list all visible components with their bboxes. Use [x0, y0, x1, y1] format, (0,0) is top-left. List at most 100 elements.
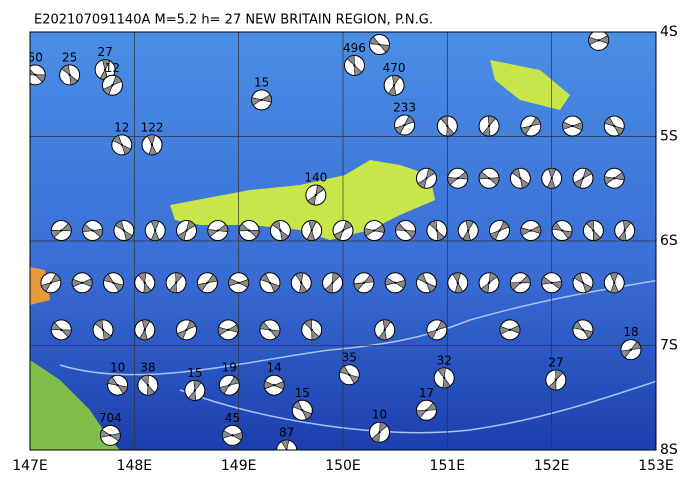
focal-mechanism	[176, 319, 197, 341]
beachball-quadrant	[510, 275, 531, 291]
focal-mechanism	[134, 272, 156, 294]
beachball-quadrant	[107, 376, 128, 394]
focal-mechanism	[369, 421, 391, 443]
focal-mechanism	[102, 272, 124, 294]
focal-mechanism	[433, 367, 455, 389]
focal-mechanism	[588, 32, 610, 51]
focal-mechanism	[415, 167, 437, 189]
beachball-center	[613, 281, 616, 284]
beachball-center	[348, 373, 351, 376]
event-label: 10	[372, 408, 387, 422]
focal-mechanism	[332, 220, 354, 242]
beachball-quadrant	[346, 55, 363, 76]
x-tick-label: 149E	[221, 458, 257, 474]
beachball-center	[373, 229, 376, 232]
beachball-quadrant	[137, 272, 152, 294]
focal-mechanism	[251, 89, 273, 111]
beachball-quadrant	[146, 134, 158, 156]
focal-mechanism	[144, 220, 166, 242]
beachball-quadrant	[395, 222, 416, 239]
focal-mechanism	[520, 220, 542, 242]
beachball-center	[443, 376, 446, 380]
focal-mechanism	[582, 220, 604, 242]
focal-mechanism	[101, 74, 123, 96]
beachball-center	[392, 84, 396, 87]
focal-mechanism	[50, 220, 72, 242]
focal-mechanism	[614, 220, 636, 242]
beachball-center	[109, 434, 112, 437]
event-label: 17	[419, 386, 434, 400]
beachball-center	[550, 281, 553, 284]
focal-mechanism	[603, 115, 625, 137]
focal-mechanism	[196, 272, 218, 294]
event-label: 38	[140, 361, 155, 375]
beachball-quadrant	[371, 421, 388, 443]
beachball-center	[487, 281, 491, 284]
beachball-quadrant	[417, 168, 436, 189]
event-label: 18	[623, 325, 638, 339]
focal-mechanism	[134, 319, 156, 341]
focal-mechanism	[384, 272, 406, 294]
beachball-quadrant	[168, 272, 184, 294]
event-label: 19	[222, 361, 237, 375]
land-mainland	[30, 360, 120, 450]
beachball-center	[268, 328, 272, 332]
focal-mechanism	[572, 272, 594, 294]
beachball-quadrant	[387, 74, 401, 96]
beachball-center	[314, 193, 318, 197]
focal-mechanism	[113, 220, 135, 242]
beachball-center	[581, 177, 585, 180]
event-label: 12	[105, 61, 120, 75]
beachball-quadrant	[333, 220, 353, 241]
x-tick-label: 147E	[12, 458, 48, 474]
beachball-quadrant	[489, 221, 510, 241]
beachball-center	[623, 229, 626, 232]
focal-mechanism	[92, 319, 114, 341]
event-label: 10	[110, 361, 125, 375]
beachball-center	[529, 229, 532, 232]
beachball-center	[154, 229, 157, 232]
focal-mechanism	[520, 115, 542, 137]
beachball-quadrant	[177, 220, 196, 241]
focal-mechanism	[509, 167, 531, 189]
beachball-quadrant	[94, 319, 112, 341]
focal-mechanism	[572, 167, 594, 189]
plot-frame	[29, 31, 657, 451]
beachball-center	[60, 328, 63, 332]
beachball-quadrant	[150, 220, 160, 241]
beachball-quadrant	[295, 272, 308, 294]
beachball-quadrant	[416, 402, 437, 419]
beachball-center	[519, 281, 522, 284]
beachball-quadrant	[609, 272, 619, 294]
focal-mechanism	[40, 272, 62, 294]
beachball-quadrant	[307, 184, 325, 206]
beachball-center	[279, 229, 282, 232]
focal-mechanism	[301, 319, 323, 341]
beachball-center	[487, 124, 491, 128]
beachball-quadrant	[260, 273, 280, 293]
beachball-center	[116, 384, 119, 387]
beachball-quadrant	[440, 115, 455, 137]
beachball-center	[425, 281, 428, 284]
beachball-center	[91, 229, 94, 232]
focal-mechanism	[551, 220, 573, 242]
beachball-center	[34, 73, 37, 77]
focal-mechanism	[276, 439, 298, 450]
beachball-center	[425, 177, 428, 180]
focal-mechanism	[207, 220, 229, 242]
beachball-center	[341, 229, 345, 232]
focal-mechanism	[218, 374, 240, 396]
y-tick-label: 5S	[660, 129, 678, 145]
event-label: 15	[187, 366, 202, 380]
beachball-center	[629, 348, 633, 351]
beachball-center	[435, 328, 439, 332]
beachball-quadrant	[520, 117, 541, 135]
x-tick-label: 152E	[534, 458, 570, 474]
focal-mechanism	[415, 399, 437, 421]
beachball-quadrant	[452, 272, 464, 294]
axes: 147E 148E 149E 150E 151E 152E 153E 4S 5S 6S 7S 8S	[12, 24, 678, 474]
beachball-center	[393, 281, 397, 284]
event-label: 12	[114, 120, 129, 134]
beachball-center	[228, 384, 231, 387]
